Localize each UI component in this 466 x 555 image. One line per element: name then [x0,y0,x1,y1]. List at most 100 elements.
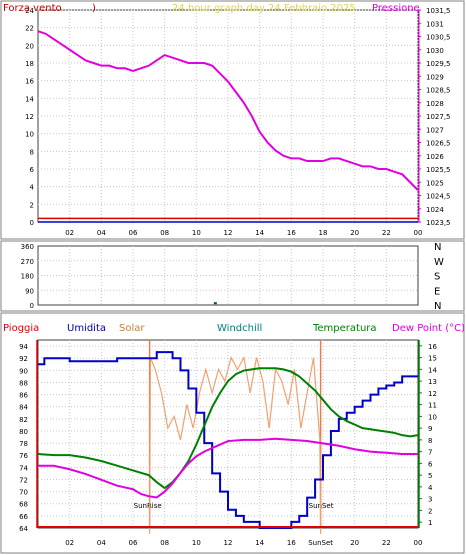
wind-tick-label: 10 [25,131,34,139]
temperature-tick-label: 1 [428,519,432,527]
humidity-tick-label: 72 [19,476,28,484]
wind-tick-label: 2 [30,201,34,209]
humidity-axis-ticks: 94 92 90 88 86 84 82 80 78 76 74 72 70 68 66 64 [19,340,38,533]
temperature-tick-label: 14 [428,366,437,374]
pressure-tick-label: 1029,5 [426,60,451,68]
pressure-tick-label: 1026,5 [426,140,451,148]
humidity-tick-label: 64 [19,525,28,533]
time-tick-label: 16 [287,539,296,547]
wind-tick-label: 6 [30,166,35,174]
temperature-tick-label: 6 [428,460,433,468]
humidity-tick-label: 92 [19,355,28,363]
pressure-tick-label: 1028 [426,100,444,108]
temperature-tick-label: 15 [428,355,437,363]
direction-tick-label: 90 [25,287,34,295]
time-tick-label: 06 [129,229,138,237]
pressure-tick-label: 1025,5 [426,166,451,174]
time-tick-label: 08 [160,539,169,547]
temperature-line [37,367,419,490]
humidity-tick-label: 74 [19,464,28,472]
humidity-tick-label: 84 [19,404,28,412]
humidity-tick-label: 76 [19,452,28,460]
wind-tick-label: 4 [30,184,35,192]
time-tick-label: 04 [97,539,106,547]
pressure-grid [38,9,419,223]
pressure-tick-label: 1024 [426,206,444,214]
direction-tick-label: 270 [21,258,34,266]
time-tick-label: 12 [224,229,233,237]
pressure-tick-label: 1028,5 [426,87,451,95]
temperature-tick-label: 4 [428,484,433,492]
pressure-tick-label: 1024,5 [426,193,451,201]
time-tick-label: 22 [382,539,391,547]
pressure-series-group [37,30,419,223]
time-tick-label: 10 [192,539,201,547]
temperature-tick-label: 13 [428,378,437,386]
legend-entry: Temperatura [312,323,377,334]
time-tick-label: 12 [224,539,233,547]
dewpoint-line [38,437,418,499]
pressure-tick-label: 1027 [426,126,444,134]
humidity-tick-label: 78 [19,440,28,448]
pressure-axis-ticks: 1031,5 1031 1030,5 1030 1029,5 1029 1028,5 1028… [418,7,451,227]
wind-tick-label: 14 [25,95,34,103]
time-tick-label: 18 [319,229,328,237]
pressure-tick-label: 1031,5 [426,7,451,15]
wind-tick-label: 24 [25,7,34,15]
temperature-tick-label: 7 [428,449,432,457]
temperature-tick-label: 12 [428,390,437,398]
compass-label: W [434,257,444,268]
wind-tick-label: 0 [30,219,34,227]
pressure-tick-label: 1027,5 [426,113,451,121]
legend: Pioggia Umidita Solar Windchill Temperatura D… [3,323,465,334]
time-tick-label: 20 [350,229,359,237]
chart-title: 24 hour graph day 24 Febbraio 2025 [172,3,356,14]
legend-entry: Solar [119,323,145,334]
pressure-tick-label: 1030,5 [426,34,451,42]
direction-grid [38,246,418,305]
sunset-tick-label: SunSet [308,539,333,547]
legend-entry: Dew Point (°C) [392,323,465,334]
compass-label: N [434,242,441,253]
temperature-series-group: SunRise SunSet [37,340,419,534]
direction-tick-label: 360 [21,243,34,251]
time-tick-label: 20 [350,539,359,547]
humidity-tick-label: 80 [19,428,28,436]
legend-entry: Windchill [217,323,262,334]
humidity-tick-label: 70 [19,489,28,497]
direction-tick-label: 0 [30,302,34,310]
time-tick-label: 22 [382,229,391,237]
pressure-line [37,30,419,191]
time-tick-label: 04 [97,229,106,237]
wind-tick-label: 12 [25,113,34,121]
time-tick-label: 10 [192,229,201,237]
humidity-tick-label: 82 [19,416,28,424]
temperature-tick-label: 3 [428,496,432,504]
pressure-tick-label: 1030 [426,47,444,55]
humidity-tick-label: 68 [19,501,28,509]
compass-label: N [434,301,441,312]
sunrise-label: SunRise [134,502,162,510]
sunset-label: SunSet [309,502,334,510]
wind-tick-label: 22 [25,25,34,33]
humidity-tick-label: 88 [19,379,28,387]
pressure-tick-label: 1029 [426,73,444,81]
temperature-tick-label: 5 [428,472,432,480]
direction-series-group [213,302,217,305]
compass-label: E [434,286,440,297]
temperature-tick-label: 10 [428,413,437,421]
time-tick-label: 02 [65,229,74,237]
time-tick-label: 02 [65,539,74,547]
time-tick-label: 14 [255,229,264,237]
humidity-line [38,351,418,529]
wind-tick-label: 20 [25,42,34,50]
pressure-axis-label: Pressione [372,3,420,14]
time-tick-label: 16 [287,229,296,237]
legend-entry: Pioggia [3,323,39,334]
temperature-time-ticks: 02 04 06 08 10 12 14 16 20 22 00 SunSet [65,539,422,547]
wind-tick-label: 18 [25,60,34,68]
wind-axis-unit: ) [92,3,96,14]
